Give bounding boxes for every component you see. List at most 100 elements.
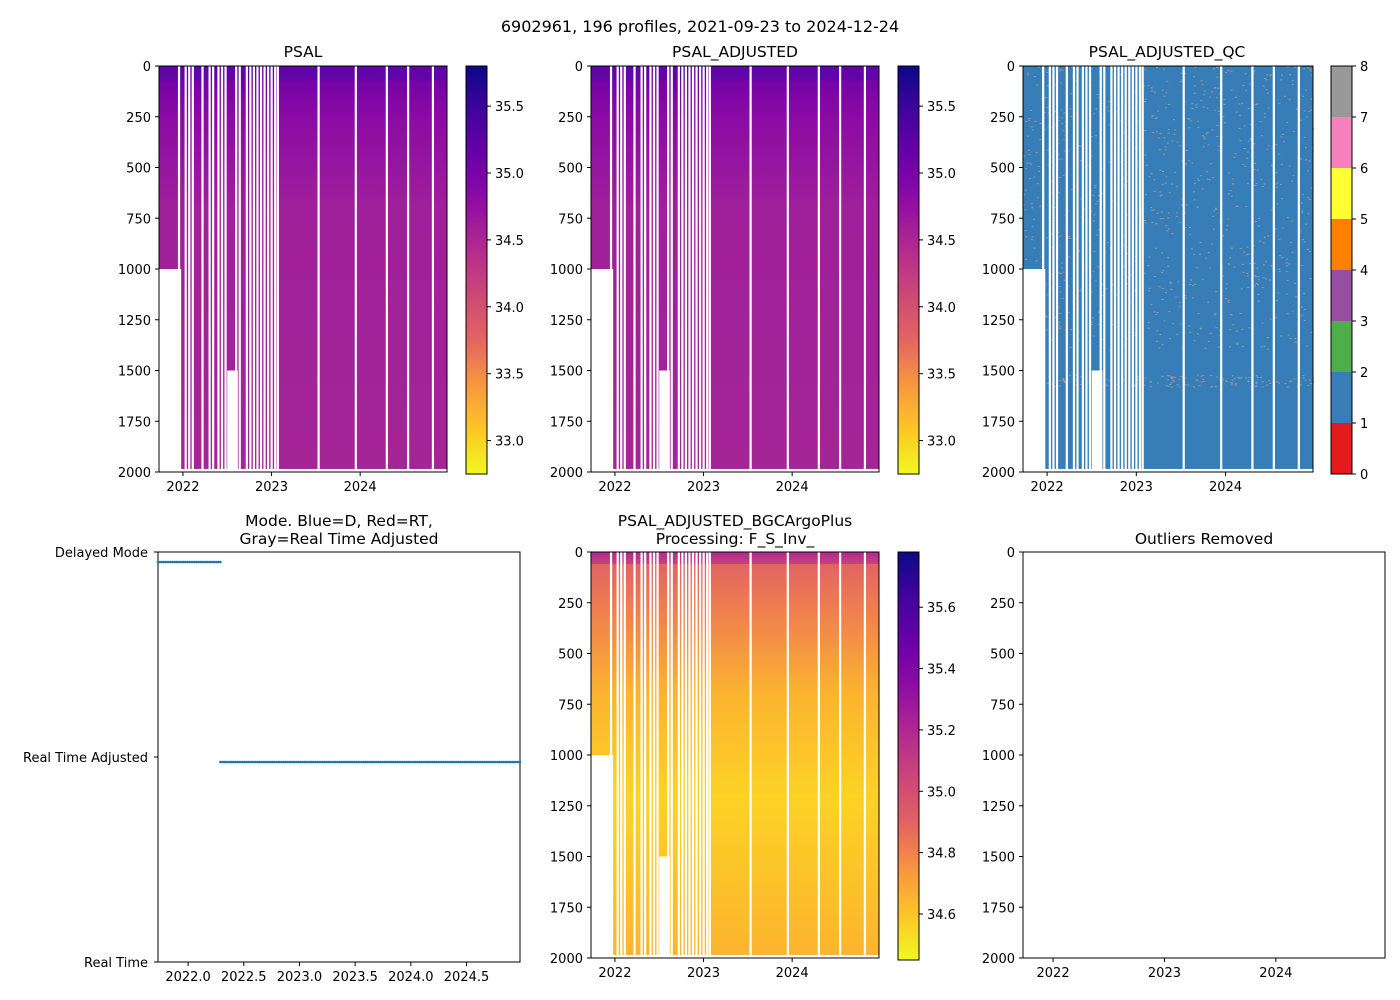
qc-speckle-cell xyxy=(1249,138,1252,140)
profile-gap xyxy=(633,552,636,958)
mode-point xyxy=(498,760,501,764)
mode-point xyxy=(175,560,178,564)
qc-speckle-cell xyxy=(1255,276,1258,278)
qc-speckle-cell xyxy=(1280,163,1283,165)
qc-speckle-cell xyxy=(1223,103,1226,105)
qc-speckle-cell xyxy=(1069,237,1072,239)
qc-speckle-cell xyxy=(1133,255,1136,257)
qc-speckle-cell xyxy=(1122,177,1125,179)
qc-speckle-cell xyxy=(1101,192,1104,194)
mode-point xyxy=(327,760,330,764)
qc-speckle-cell xyxy=(1222,235,1225,237)
mode-points xyxy=(156,560,522,764)
qc-speckle-cell xyxy=(1071,118,1074,120)
qc-speckle-cell xyxy=(1087,85,1090,87)
missing-data-mask xyxy=(659,370,670,472)
qc-speckle-cell xyxy=(1130,274,1133,276)
mode-point xyxy=(191,560,195,564)
mode-point xyxy=(364,760,367,764)
qc-speckle-cell xyxy=(1222,116,1225,118)
qc-speckle-cell xyxy=(1203,138,1206,140)
qc-speckle-cell xyxy=(1205,171,1208,173)
mode-point xyxy=(429,760,432,764)
profile-gap xyxy=(238,66,241,472)
mode-point xyxy=(224,760,228,764)
psal-colorbar-label: 34.5 xyxy=(495,234,524,249)
qc-speckle-cell xyxy=(1227,299,1230,301)
mode-point xyxy=(237,760,241,764)
qc-speckle-cell xyxy=(1178,145,1181,147)
outliers-ytick-label: 1750 xyxy=(982,901,1015,916)
profile-gap xyxy=(1251,66,1254,472)
qc-speckle-cell xyxy=(1241,102,1244,104)
qc-speckle-cell xyxy=(1244,73,1247,75)
qc-speckle-cell xyxy=(1030,126,1033,128)
mode-point xyxy=(513,760,516,764)
bottom-mask xyxy=(159,468,447,472)
qc-speckle-cell xyxy=(1119,120,1122,122)
psal-bgc-colorbar-label: 35.4 xyxy=(927,663,956,678)
qc-speckle-cell xyxy=(1116,189,1119,191)
qc-speckle-cell xyxy=(1062,379,1065,381)
qc-speckle-cell xyxy=(1157,110,1160,112)
profile-gap xyxy=(623,552,626,958)
qc-speckle-cell xyxy=(1151,116,1154,118)
qc-speckle-cell xyxy=(1292,175,1295,177)
qc-speckle-cell xyxy=(1218,378,1221,380)
qc-speckle-cell xyxy=(1294,338,1297,340)
qc-speckle-cell xyxy=(1267,235,1270,237)
qc-speckle-cell xyxy=(1253,169,1256,171)
qc-speckle-cell xyxy=(1263,264,1266,266)
profile-gap xyxy=(263,66,266,472)
qc-speckle-cell xyxy=(1044,284,1047,286)
qc-speckle-cell xyxy=(1045,316,1048,318)
qc-speckle-cell xyxy=(1263,113,1266,115)
qc-speckle-cell xyxy=(1206,132,1209,134)
qc-speckle-cell xyxy=(1144,222,1147,224)
qc-speckle-cell xyxy=(1028,177,1031,179)
qc-speckle-cell xyxy=(1087,165,1090,167)
qc-speckle-cell xyxy=(1191,297,1194,299)
qc-speckle-cell xyxy=(1246,157,1249,159)
qc-speckle-cell xyxy=(1170,288,1173,290)
qc-speckle-cell xyxy=(1260,135,1263,137)
qc-speckle-cell xyxy=(1092,220,1095,222)
qc-speckle-cell xyxy=(1200,328,1203,330)
mode-point xyxy=(230,760,233,764)
mode-point xyxy=(464,760,468,764)
psal-adjusted-qc-ytick-label: 1500 xyxy=(982,365,1015,380)
psal-xtick-label: 2024 xyxy=(344,480,377,495)
psal-adjusted-qc-xtick-label: 2022 xyxy=(1031,480,1064,495)
mode-point xyxy=(431,760,434,764)
qc-speckle-cell xyxy=(1247,286,1250,288)
qc-speckle-cell xyxy=(1201,83,1204,85)
mode-point xyxy=(466,760,470,764)
qc-speckle-cell xyxy=(1203,90,1206,92)
qc-speckle-cell xyxy=(1058,158,1061,160)
qc-speckle-cell xyxy=(1291,83,1294,85)
qc-speckle-cell xyxy=(1253,262,1256,264)
qc-speckle-cell xyxy=(1155,223,1158,225)
psal-adjusted-qc-title: PSAL_ADJUSTED_QC xyxy=(1089,43,1246,62)
profile-gap xyxy=(708,552,711,958)
profile-gap xyxy=(317,66,320,472)
mode-point xyxy=(265,760,269,764)
qc-speckle-cell xyxy=(1278,153,1281,155)
profile-gap xyxy=(620,66,623,472)
mode-point xyxy=(341,760,345,764)
qc-speckle-cell xyxy=(1229,257,1232,259)
psal-bgc-ytick-label: 500 xyxy=(558,648,583,663)
qc-speckle-cell xyxy=(1212,177,1215,179)
profile-gap xyxy=(708,66,711,472)
qc-speckle-cell xyxy=(1108,349,1111,351)
profile-gap xyxy=(1065,66,1068,472)
qc-speckle-cell xyxy=(1192,191,1195,193)
qc-speckle-cell xyxy=(1176,185,1179,187)
mode-point xyxy=(496,760,499,764)
qc-speckle-cell xyxy=(1307,197,1310,199)
qc-speckle-cell xyxy=(1198,253,1201,255)
psal-bgc-colorbar xyxy=(897,551,920,961)
outliers-ytick-label: 500 xyxy=(990,648,1015,663)
qc-speckle-cell xyxy=(1225,283,1228,285)
qc-speckle-cell xyxy=(1239,312,1242,314)
